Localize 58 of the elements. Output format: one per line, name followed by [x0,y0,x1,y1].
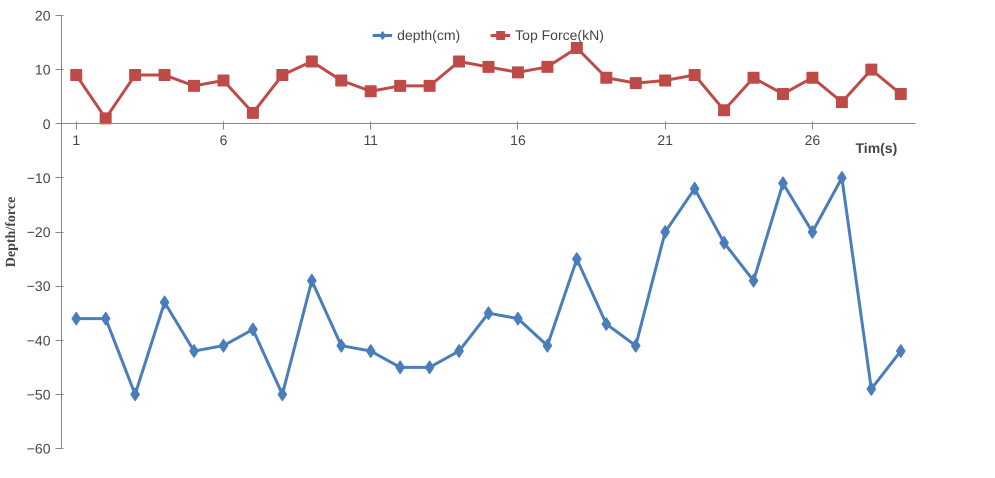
y-tick-label: −40 [26,332,51,348]
point [808,225,818,239]
point [336,338,346,353]
point [188,80,200,92]
point [601,317,612,332]
point [512,66,524,78]
point [335,74,348,86]
point [246,106,259,119]
point [866,382,876,396]
legend-label: Top Force(kN) [515,27,604,43]
point [276,69,288,82]
point [659,74,672,86]
point [366,344,376,358]
x-tick-label: 16 [510,132,526,148]
point [865,64,878,76]
point [100,112,112,124]
point [71,312,82,326]
point [541,60,554,73]
y-tick-label: −20 [26,224,51,240]
x-axis-title: Tim(s) [856,140,898,156]
point [718,104,730,116]
point [306,56,318,68]
point [688,69,701,82]
point [748,72,760,84]
point [394,80,406,92]
point [660,225,670,239]
y-tick-label: 0 [42,116,51,132]
point [453,56,466,68]
y-tick-label: −60 [26,440,51,456]
point [630,77,642,90]
point [129,69,142,82]
point [100,312,111,326]
point [600,72,612,84]
x-tick-label: 21 [657,132,674,148]
point [158,69,171,82]
point [630,338,641,353]
point [482,60,494,73]
point [70,69,82,82]
y-tick-label: −50 [26,386,51,402]
y-tick-label: −10 [26,170,51,186]
point [424,80,436,92]
y-tick-label: −30 [26,278,51,294]
point [894,88,907,100]
x-tick-label: 1 [72,132,80,148]
point [306,274,317,288]
x-tick-label: 11 [363,132,378,148]
point [896,344,906,358]
legend-label: depth(cm) [397,27,460,43]
y-axis-title: Depth/force [4,196,19,268]
y-tick-label: 10 [34,62,51,78]
point [217,74,230,86]
point [776,88,789,100]
y-tick-label: 20 [34,8,51,24]
point [364,85,377,98]
point [836,96,848,108]
point [806,72,818,84]
x-tick-label: 26 [804,132,820,148]
x-tick-label: 6 [220,132,228,148]
